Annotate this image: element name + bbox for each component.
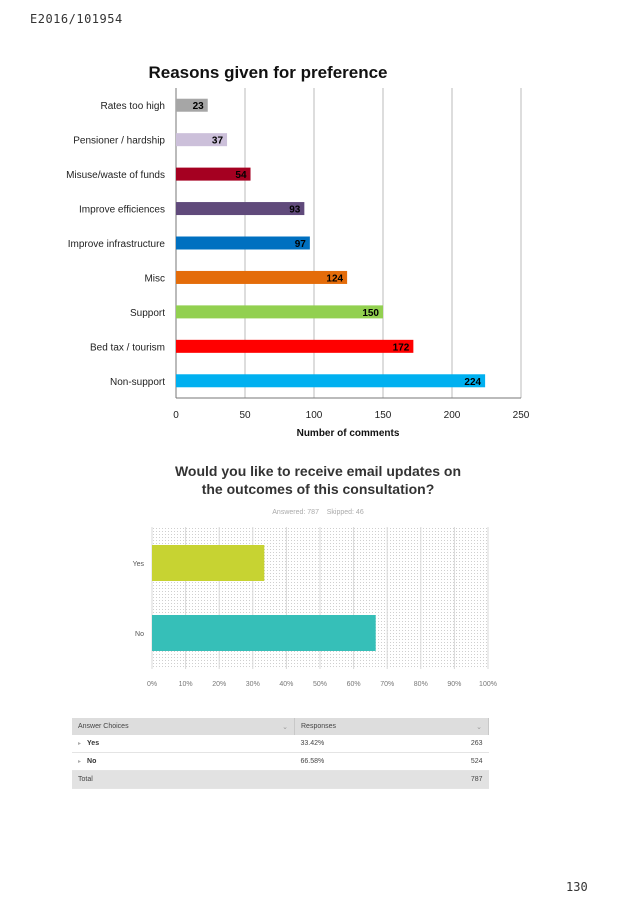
email-updates-chart: Would you like to receive email updates … (133, 463, 497, 688)
x-tick-label: 150 (375, 410, 392, 421)
column-header-responses[interactable]: Responses ⌄ (294, 718, 489, 735)
category-label: Yes (133, 561, 145, 568)
category-label: Rates too high (101, 101, 166, 112)
category-label: Improve efficiences (79, 205, 165, 216)
x-tick-label: 50 (239, 410, 251, 421)
x-tick-label: 250 (513, 410, 530, 421)
table-row: ▸ Yes 33.42% 263 (72, 735, 489, 753)
x-tick-label: 50% (313, 681, 327, 688)
sort-icon[interactable]: ⌄ (282, 723, 288, 731)
total-count: 787 (411, 770, 489, 789)
sort-icon[interactable]: ⌄ (476, 723, 482, 731)
x-tick-label: 200 (444, 410, 461, 421)
x-tick-label: 60% (347, 681, 361, 688)
data-label: 150 (362, 308, 379, 319)
total-label: Total (72, 770, 295, 789)
answer-choice: No (87, 758, 97, 765)
bullet-icon: ▸ (78, 741, 82, 747)
x-tick-label: 30% (246, 681, 260, 688)
email-chart-subtitle: Answered: 787 Skipped: 46 (272, 509, 364, 516)
bar (176, 270, 348, 284)
category-label: Improve infrastructure (68, 239, 166, 250)
data-label: 97 (295, 239, 307, 250)
table-total-row: Total 787 (72, 770, 489, 789)
response-count: 263 (411, 735, 489, 753)
bar (176, 133, 228, 147)
category-label: No (135, 631, 144, 638)
response-percent: 33.42% (294, 735, 412, 753)
x-tick-label: 100% (479, 681, 497, 688)
bar (176, 167, 251, 181)
bar (176, 339, 414, 353)
column-header-answer-choices[interactable]: Answer Choices ⌄ (72, 718, 295, 735)
reasons-chart-title: Reasons given for preference (148, 63, 387, 82)
category-label: Pensioner / hardship (73, 136, 165, 147)
x-tick-label: 40% (279, 681, 293, 688)
response-count: 524 (411, 752, 489, 771)
reasons-chart: Reasons given for preference Rates too h… (66, 63, 530, 439)
email-chart-title-line-1: Would you like to receive email updates … (175, 463, 461, 479)
table-row: ▸ No 66.58% 524 (72, 752, 489, 771)
email-chart-title-line-2: the outcomes of this consultation? (202, 481, 435, 497)
category-label: Bed tax / tourism (90, 342, 165, 353)
bar (176, 374, 486, 388)
x-tick-label: 80% (414, 681, 428, 688)
response-percent: 66.58% (294, 752, 412, 771)
document-id: E2016/101954 (30, 12, 123, 26)
data-label: 124 (326, 273, 343, 284)
x-tick-label: 0% (147, 681, 157, 688)
data-label: 37 (212, 136, 224, 147)
x-tick-label: 10% (179, 681, 193, 688)
reasons-chart-xlabel: Number of comments (297, 428, 400, 439)
answer-choice: Yes (87, 740, 100, 747)
page-number: 130 (566, 880, 588, 894)
data-label: 93 (289, 205, 301, 216)
bar (152, 615, 376, 651)
bar (152, 545, 265, 581)
bar (176, 202, 305, 216)
data-label: 23 (193, 101, 205, 112)
x-tick-label: 100 (306, 410, 323, 421)
x-tick-label: 0 (173, 410, 179, 421)
bar (176, 305, 383, 319)
category-label: Support (130, 308, 165, 319)
category-label: Misc (144, 273, 165, 284)
x-tick-label: 20% (212, 681, 226, 688)
x-tick-label: 90% (447, 681, 461, 688)
bar (176, 98, 208, 112)
responses-table: Answer Choices ⌄ Responses ⌄ ▸ Yes 33.42% 2… (72, 718, 489, 789)
bar (176, 236, 310, 250)
bullet-icon: ▸ (78, 759, 82, 765)
data-label: 172 (393, 342, 410, 353)
category-label: Misuse/waste of funds (66, 170, 165, 181)
x-tick-label: 70% (380, 681, 394, 688)
data-label: 224 (464, 377, 481, 388)
data-label: 54 (235, 170, 247, 181)
category-label: Non-support (110, 377, 165, 388)
